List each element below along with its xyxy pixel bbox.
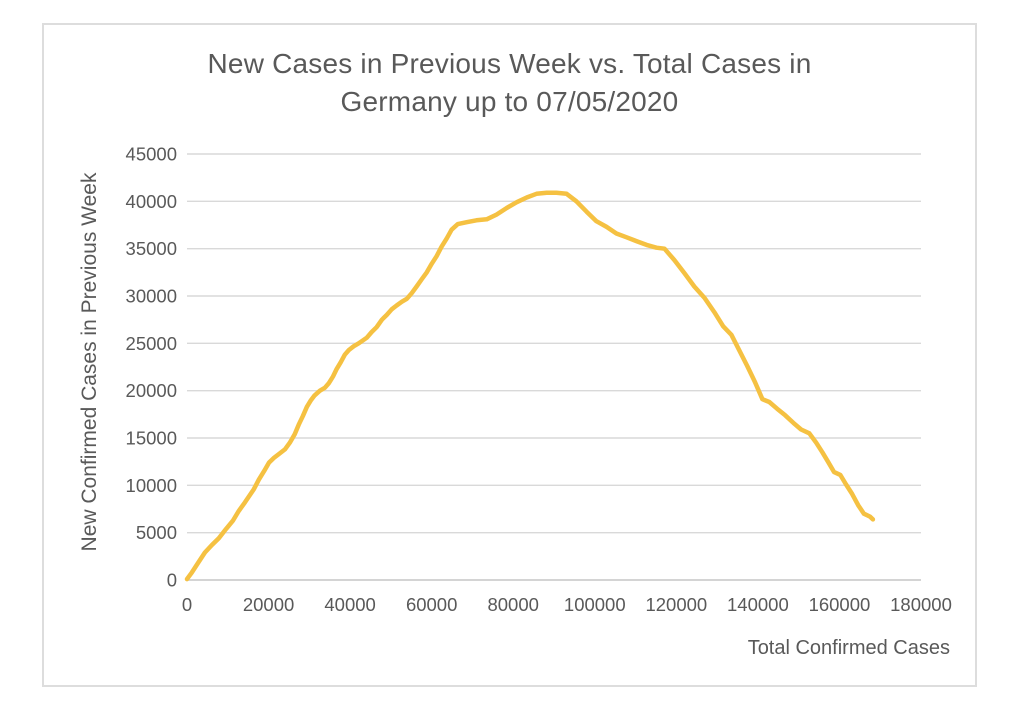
- x-tick-label: 160000: [809, 594, 871, 615]
- x-tick-label: 100000: [564, 594, 626, 615]
- x-axis-title: Total Confirmed Cases: [747, 637, 950, 659]
- y-tick-label: 10000: [126, 475, 177, 496]
- y-tick-label: 5000: [136, 522, 177, 543]
- x-tick-label: 60000: [406, 594, 457, 615]
- plot-area: 0 5000 10000 15000 20000 25000 30000 35000 40000…: [126, 144, 952, 616]
- x-tick-label: 120000: [645, 594, 707, 615]
- y-tick-label: 35000: [126, 238, 177, 259]
- x-tick-label: 180000: [890, 594, 952, 615]
- y-axis-title: New Confirmed Cases in Previous Week: [78, 172, 101, 552]
- y-tick-label: 15000: [126, 428, 177, 449]
- y-tick-label: 25000: [126, 333, 177, 354]
- chart-title-line1: New Cases in Previous Week vs. Total Cas…: [207, 48, 812, 79]
- x-tick-label: 80000: [487, 594, 538, 615]
- y-tick-label: 20000: [126, 380, 177, 401]
- x-tick-label: 140000: [727, 594, 789, 615]
- chart-title: New Cases in Previous Week vs. Total Cas…: [44, 45, 975, 121]
- y-tick-label: 45000: [126, 144, 177, 165]
- x-tick-label: 0: [182, 594, 192, 615]
- x-tick-label: 40000: [324, 594, 375, 615]
- y-tick-label: 0: [167, 570, 177, 591]
- data-line-series: [184, 190, 876, 582]
- chart-title-line2: Germany up to 07/05/2020: [340, 86, 679, 117]
- x-tick-label: 20000: [243, 594, 294, 615]
- chart-frame: New Cases in Previous Week vs. Total Cas…: [42, 23, 977, 687]
- y-tick-label: 40000: [126, 191, 177, 212]
- y-tick-label: 30000: [126, 286, 177, 307]
